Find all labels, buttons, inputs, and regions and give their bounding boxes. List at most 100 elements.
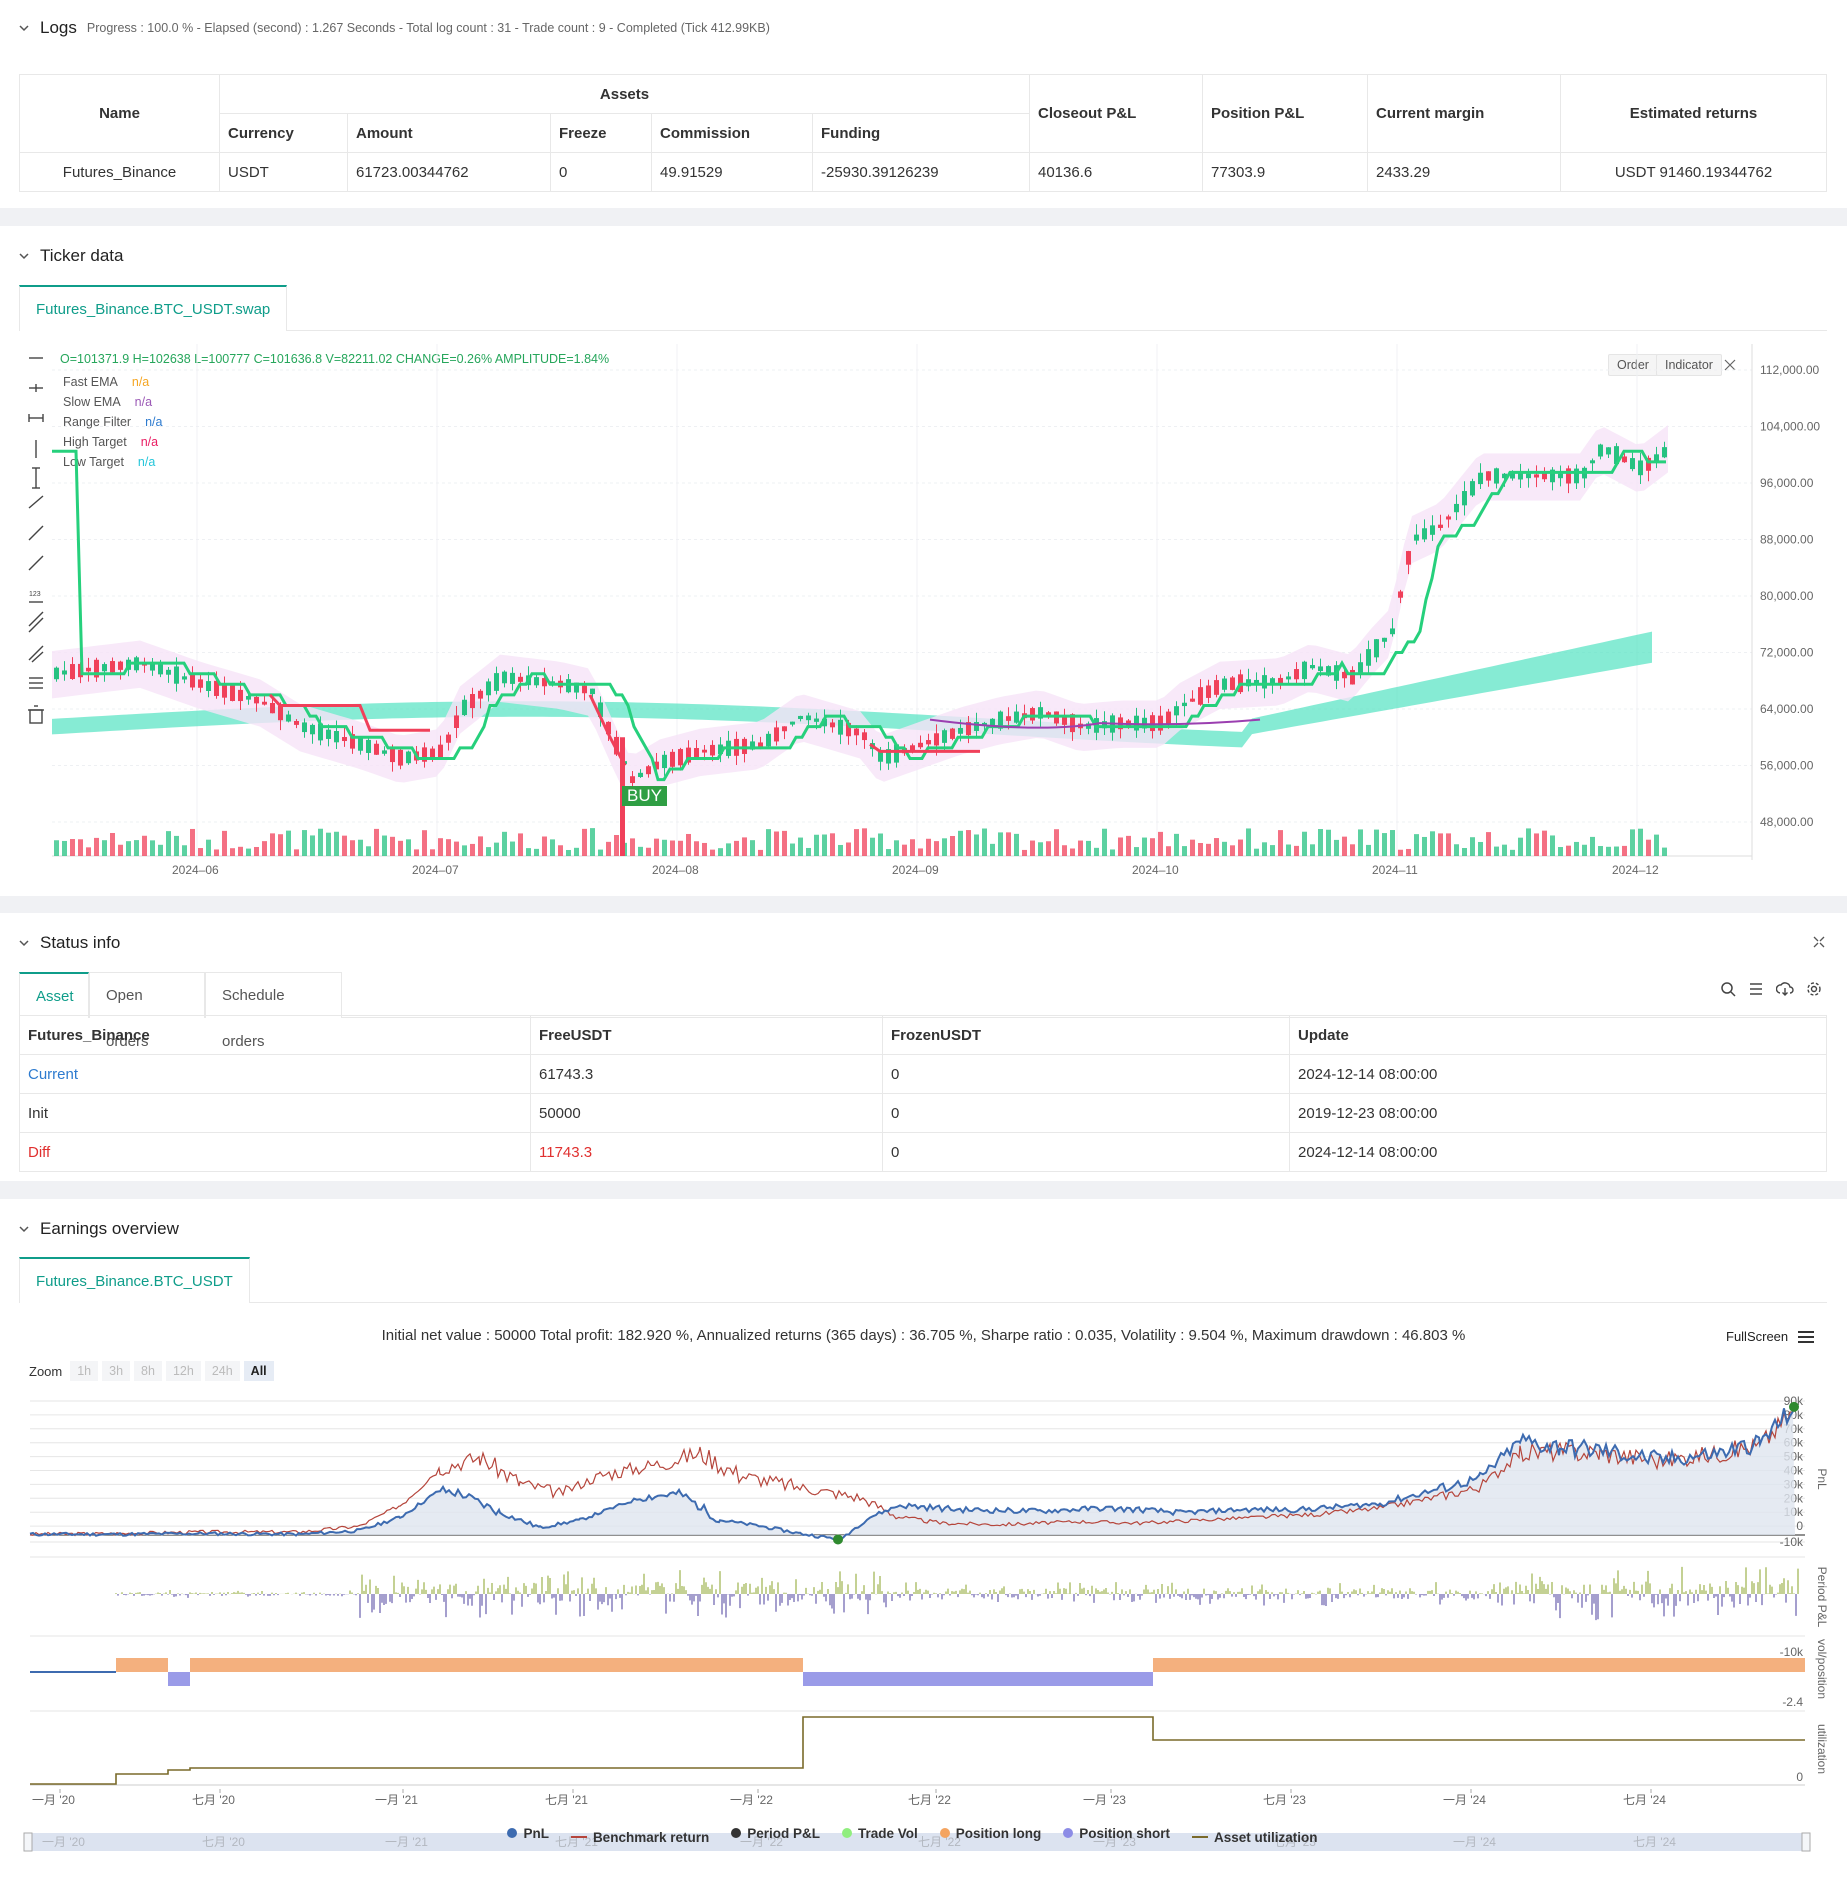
- tab-open-orders[interactable]: Open orders: [89, 972, 205, 1050]
- legend-item[interactable]: Trade Vol: [842, 1826, 918, 1841]
- volume-bar: [1518, 837, 1523, 856]
- axis-title: Period P&L: [1815, 1567, 1829, 1628]
- candle-body: [1038, 707, 1043, 719]
- cloud-download-icon[interactable]: [1776, 981, 1794, 997]
- candle-body: [1478, 472, 1483, 485]
- gear-icon[interactable]: [1806, 981, 1822, 997]
- utilization-line: [30, 1716, 1805, 1785]
- list-icon[interactable]: [1748, 981, 1764, 997]
- volume-bar: [1414, 834, 1419, 856]
- zoom-8h[interactable]: 8h: [134, 1361, 162, 1381]
- pnl-tick-label: 0: [1796, 1519, 1803, 1533]
- candle-body: [406, 751, 411, 764]
- table-row: Init 50000 0 2019-12-23 08:00:00: [19, 1093, 1827, 1133]
- volume-bar: [366, 846, 371, 856]
- chevron-down-icon: [19, 1226, 29, 1233]
- volume-bar: [1566, 845, 1571, 856]
- ticker-header[interactable]: Ticker data: [18, 246, 123, 266]
- legend-item[interactable]: Range Filter n/a: [63, 412, 162, 432]
- cell-est: USDT 91460.19344762: [1560, 152, 1827, 192]
- candle-body: [934, 733, 939, 746]
- cell-frozen: 0: [882, 1093, 1290, 1133]
- logs-header[interactable]: Logs Progress : 100.0 % - Elapsed (secon…: [18, 18, 770, 38]
- tab-earnings-symbol[interactable]: Futures_Binance.BTC_USDT: [19, 1257, 250, 1303]
- candle-body: [958, 727, 963, 734]
- zoom-12h[interactable]: 12h: [165, 1361, 201, 1381]
- candle-body: [254, 696, 259, 704]
- cell-funding: -25930.39126239: [812, 152, 1030, 192]
- volume-bar: [502, 831, 507, 856]
- candle-body: [382, 750, 387, 754]
- volume-bar: [1214, 838, 1219, 856]
- volume-bar: [182, 845, 187, 856]
- zoom-24h[interactable]: 24h: [204, 1361, 240, 1381]
- status-header[interactable]: Status info: [18, 933, 120, 953]
- legend-marker: [842, 1828, 852, 1838]
- candle-body: [1630, 458, 1635, 470]
- legend-item[interactable]: Slow EMA n/a: [63, 392, 162, 412]
- toolbar-icons[interactable]: 123: [24, 348, 48, 768]
- tab-ticker-symbol[interactable]: Futures_Binance.BTC_USDT.swap: [19, 285, 288, 331]
- tab-schedule-orders[interactable]: Schedule orders: [205, 972, 342, 1050]
- row-label-current[interactable]: Current: [19, 1054, 531, 1094]
- candle-body: [214, 680, 219, 696]
- expand-icon[interactable]: [1722, 357, 1738, 373]
- candle-body: [454, 715, 459, 729]
- candle-body: [990, 718, 995, 726]
- position-short-bar: [168, 1672, 190, 1686]
- legend-item[interactable]: Asset utilization: [1192, 1830, 1318, 1845]
- menu-icon[interactable]: [1798, 1330, 1815, 1344]
- legend-item[interactable]: Position short: [1063, 1826, 1170, 1841]
- legend-item[interactable]: Fast EMA n/a: [63, 372, 162, 392]
- zoom-1h[interactable]: 1h: [70, 1361, 99, 1381]
- cell-margin: 2433.29: [1367, 152, 1561, 192]
- volume-bar: [806, 847, 811, 856]
- cell-freeze: 0: [550, 152, 652, 192]
- candle-body: [790, 721, 795, 725]
- earnings-legend: PnL Benchmark return Period P&L Trade Vol Po…: [0, 1825, 1847, 1845]
- volume-bar: [886, 849, 891, 856]
- volume-bar: [350, 840, 355, 856]
- volume-bar: [1542, 830, 1547, 856]
- search-icon[interactable]: [1720, 981, 1736, 997]
- candle-body: [1326, 666, 1331, 676]
- collapse-icon[interactable]: [1812, 935, 1826, 949]
- earnings-tabs: Futures_Binance.BTC_USDT: [19, 1257, 1827, 1303]
- volume-bar: [1142, 837, 1147, 856]
- candle-body: [286, 714, 291, 722]
- candle-body: [1102, 721, 1107, 729]
- logs-title: Logs: [40, 18, 77, 37]
- zoom-3h[interactable]: 3h: [102, 1361, 131, 1381]
- legend-item[interactable]: High Target n/a: [63, 432, 162, 452]
- legend-label: PnL: [523, 1825, 549, 1841]
- legend-value: n/a: [145, 415, 163, 429]
- kline-chart[interactable]: 112,000.00 104,000.00 96,000.00 88,000.00 80…: [0, 226, 1847, 896]
- tab-asset[interactable]: Asset: [19, 972, 89, 1018]
- candle-body: [422, 747, 427, 762]
- candle-body: [918, 742, 923, 748]
- zoom-all[interactable]: All: [243, 1361, 274, 1381]
- volume-bar: [422, 830, 427, 856]
- volume-bar: [110, 832, 115, 856]
- volume-bar: [1558, 847, 1563, 856]
- candle-body: [646, 766, 651, 775]
- legend-item[interactable]: PnL: [507, 1826, 549, 1841]
- legend-item[interactable]: Low Target n/a: [63, 452, 162, 472]
- volume-bar: [942, 838, 947, 856]
- util-tick-label: 0: [1796, 1770, 1803, 1784]
- candle-body: [614, 736, 619, 755]
- volume-bar: [1438, 833, 1443, 856]
- candle-body: [318, 723, 323, 741]
- earnings-chart[interactable]: 90k80k70k60k50k40k30k20k10k0-10k-10k-2.4…: [0, 1199, 1847, 1880]
- fullscreen-button[interactable]: FullScreen: [1726, 1329, 1815, 1344]
- legend-item[interactable]: Period P&L: [731, 1826, 820, 1841]
- volume-bar: [702, 842, 707, 856]
- pnl-tick-label: -10k: [1780, 1535, 1804, 1549]
- earnings-header[interactable]: Earnings overview: [18, 1219, 179, 1239]
- legend-item[interactable]: Benchmark return: [570, 1830, 709, 1845]
- legend-marker: [570, 1836, 587, 1838]
- candle-body: [462, 699, 467, 716]
- legend-marker: [731, 1828, 742, 1838]
- candle-body: [1446, 516, 1451, 520]
- legend-item[interactable]: Position long: [939, 1826, 1041, 1841]
